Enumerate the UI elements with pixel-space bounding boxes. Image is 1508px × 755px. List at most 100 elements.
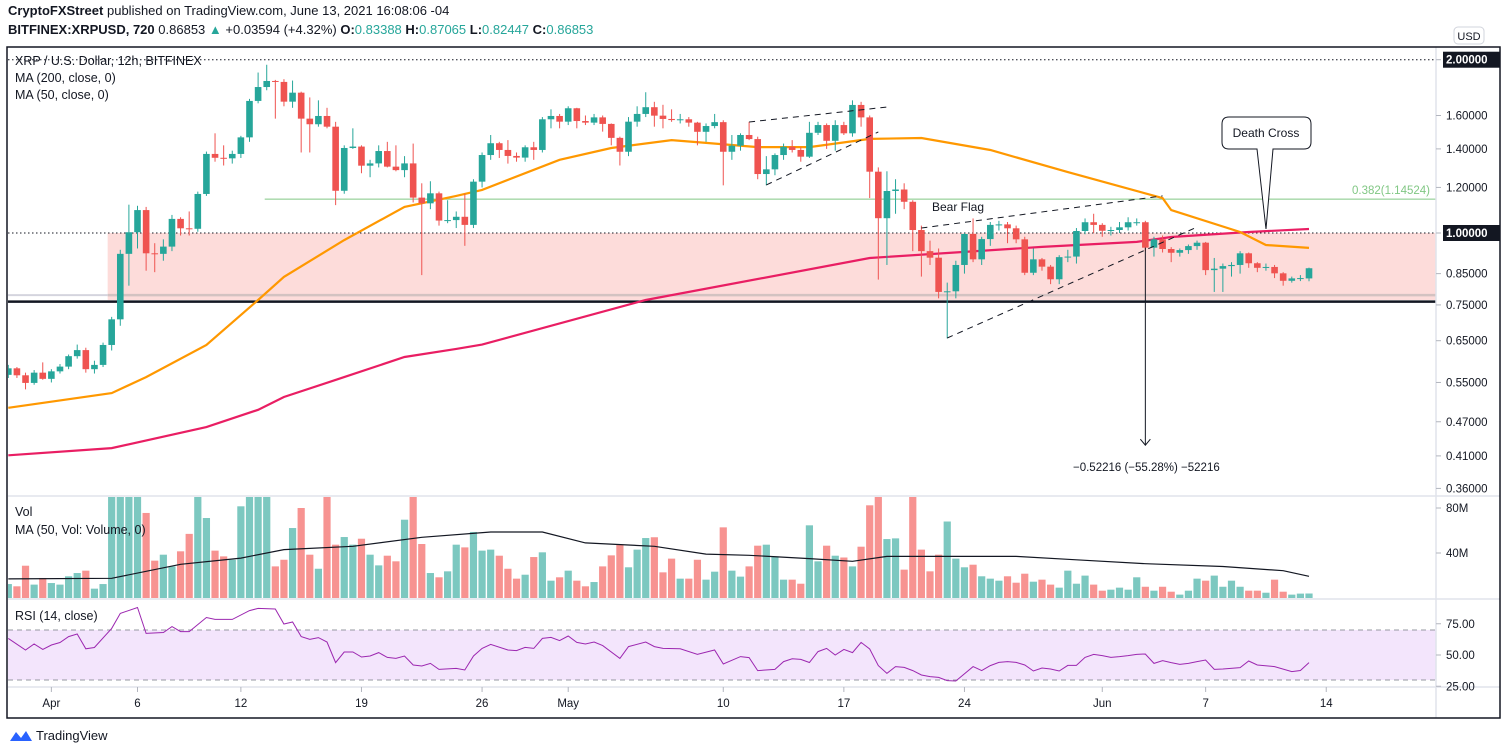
volume-bar[interactable] bbox=[943, 521, 951, 599]
volume-bar[interactable] bbox=[1012, 582, 1020, 598]
volume-bar[interactable] bbox=[237, 506, 245, 598]
candle[interactable] bbox=[366, 159, 374, 178]
candle[interactable] bbox=[168, 214, 176, 252]
candle[interactable] bbox=[1124, 217, 1132, 231]
volume-bar[interactable] bbox=[891, 538, 900, 598]
candle[interactable] bbox=[1202, 241, 1209, 276]
volume-bar[interactable] bbox=[366, 554, 374, 598]
candle[interactable] bbox=[539, 117, 546, 153]
candle[interactable] bbox=[495, 141, 503, 158]
candle[interactable] bbox=[728, 134, 736, 160]
volume-bar[interactable] bbox=[297, 508, 305, 598]
volume-bar[interactable] bbox=[1202, 580, 1210, 598]
volume-bar[interactable] bbox=[56, 584, 64, 598]
candle[interactable] bbox=[306, 97, 314, 153]
candle[interactable] bbox=[582, 115, 589, 126]
volume-bar[interactable] bbox=[452, 544, 460, 598]
candle[interactable] bbox=[659, 104, 667, 129]
candle[interactable] bbox=[668, 109, 675, 122]
candle[interactable] bbox=[556, 113, 563, 129]
volume-bar[interactable] bbox=[392, 561, 400, 598]
volume-bar[interactable] bbox=[866, 505, 874, 598]
bear-flag-label[interactable]: Bear Flag bbox=[932, 200, 984, 214]
candle[interactable] bbox=[969, 218, 977, 263]
volume-bar[interactable] bbox=[280, 559, 288, 598]
volume-bar[interactable] bbox=[332, 544, 340, 598]
candle[interactable] bbox=[1150, 236, 1158, 257]
currency-button[interactable]: USD bbox=[1453, 26, 1485, 45]
candle[interactable] bbox=[1004, 221, 1011, 244]
volume-bar[interactable] bbox=[288, 528, 297, 598]
volume-bar[interactable] bbox=[805, 525, 814, 598]
volume-bar[interactable] bbox=[960, 567, 969, 598]
volume-bar[interactable] bbox=[13, 586, 21, 598]
candle[interactable] bbox=[823, 123, 830, 149]
candle[interactable] bbox=[530, 141, 538, 160]
volume-bar[interactable] bbox=[185, 533, 193, 598]
volume-bar[interactable] bbox=[194, 495, 202, 599]
volume-bar[interactable] bbox=[1133, 577, 1141, 598]
candle[interactable] bbox=[1055, 255, 1063, 285]
candle[interactable] bbox=[685, 117, 693, 127]
candle[interactable] bbox=[1142, 220, 1149, 252]
volume-bar[interactable] bbox=[676, 578, 684, 598]
candle[interactable] bbox=[1228, 262, 1235, 277]
volume-bar[interactable] bbox=[1236, 586, 1244, 598]
candle[interactable] bbox=[409, 143, 417, 203]
candle[interactable] bbox=[909, 200, 917, 252]
candle[interactable] bbox=[1219, 263, 1227, 292]
candle[interactable] bbox=[849, 100, 856, 137]
volume-bar[interactable] bbox=[1072, 583, 1081, 598]
volume-bar[interactable] bbox=[30, 584, 38, 598]
volume-bar[interactable] bbox=[254, 496, 262, 598]
candle[interactable] bbox=[763, 156, 770, 186]
candle[interactable] bbox=[246, 98, 253, 142]
volume-bar[interactable] bbox=[1184, 590, 1193, 598]
candle[interactable] bbox=[1262, 263, 1270, 271]
candle[interactable] bbox=[633, 106, 641, 127]
volume-bar[interactable] bbox=[469, 531, 478, 598]
volume-bar[interactable] bbox=[823, 545, 831, 598]
candle[interactable] bbox=[177, 217, 184, 236]
volume-bar[interactable] bbox=[375, 565, 383, 598]
volume-bar[interactable] bbox=[349, 544, 357, 598]
volume-bar[interactable] bbox=[1046, 584, 1055, 598]
legend-volume[interactable]: Vol bbox=[15, 505, 32, 519]
candle[interactable] bbox=[616, 136, 624, 166]
legend-ma50[interactable]: MA (50, close, 0) bbox=[15, 88, 109, 102]
candle[interactable] bbox=[926, 240, 934, 265]
volume-bar[interactable] bbox=[633, 549, 641, 598]
publisher-name[interactable]: CryptoFXStreet bbox=[8, 3, 104, 18]
volume-bar[interactable] bbox=[1038, 579, 1046, 598]
candle[interactable] bbox=[943, 282, 951, 339]
volume-bar[interactable] bbox=[1003, 576, 1012, 598]
volume-bar[interactable] bbox=[1167, 591, 1175, 598]
volume-bar[interactable] bbox=[108, 495, 116, 599]
candle[interactable] bbox=[1090, 213, 1097, 233]
candle[interactable] bbox=[1107, 226, 1115, 236]
candle[interactable] bbox=[676, 113, 684, 124]
candle[interactable] bbox=[160, 239, 167, 261]
candle[interactable] bbox=[39, 362, 47, 380]
volume-bar[interactable] bbox=[1064, 570, 1072, 598]
candle[interactable] bbox=[65, 354, 72, 370]
volume-bar[interactable] bbox=[1098, 590, 1106, 598]
volume-bar[interactable] bbox=[900, 569, 908, 598]
candle[interactable] bbox=[642, 92, 650, 118]
candle[interactable] bbox=[1081, 218, 1089, 235]
candle[interactable] bbox=[263, 64, 271, 91]
wedge-lower-trendline[interactable] bbox=[766, 131, 879, 186]
volume-bar[interactable] bbox=[64, 576, 73, 598]
candle[interactable] bbox=[1030, 248, 1037, 276]
candle[interactable] bbox=[349, 128, 357, 149]
candle[interactable] bbox=[900, 183, 908, 210]
volume-bar[interactable] bbox=[1021, 573, 1029, 598]
volume-bar[interactable] bbox=[642, 538, 650, 598]
candle[interactable] bbox=[875, 167, 882, 280]
volume-bar[interactable] bbox=[788, 579, 796, 598]
volume-bar[interactable] bbox=[47, 583, 55, 598]
candle[interactable] bbox=[1012, 225, 1020, 244]
candle[interactable] bbox=[607, 123, 615, 146]
volume-bar[interactable] bbox=[857, 546, 865, 598]
